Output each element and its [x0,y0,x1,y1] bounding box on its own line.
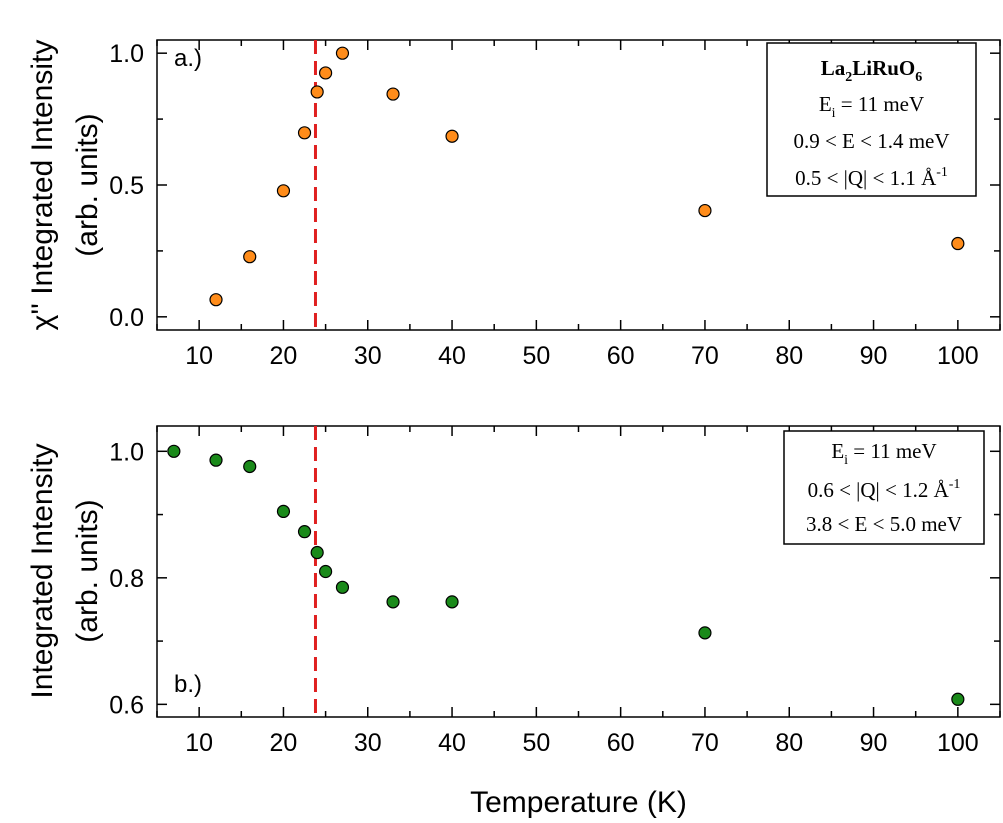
data-point [698,626,712,640]
y-tick-label: 1.0 [109,40,144,68]
panel-b: 10 20 30 40 50 60 70 80 90 100 0.6 0.8 1.0 Integrated… [26,425,1001,819]
y-axis-title: χ'' Integrated Intensity [26,40,59,331]
x-tick-label: 40 [438,729,466,757]
x-tick-label: 100 [937,729,979,757]
legend: La2LiRuO6 Ei = 11 meV 0.9 < E < 1.4 meV 0.5… [766,42,977,197]
data-point [276,184,291,198]
legend-box [766,42,977,197]
legend-incident-energy: Ei = 11 meV [819,92,924,121]
data-point [951,692,965,706]
data-point [386,595,400,609]
data-point [167,444,181,458]
y-axis-title: Integrated Intensity [26,443,59,698]
y-tick-label: 0.5 [109,172,144,200]
legend-ei-subscript: i [844,453,848,468]
x-tick-label: 70 [691,342,719,370]
legend-q-text: 0.6 < |Q| < 1.2 Å [808,478,950,502]
legend-title-part: LiRuO [852,56,915,80]
data-point [445,129,459,143]
legend-q-superscript: -1 [936,165,948,180]
y-tick-label: 1.0 [109,438,144,466]
legend-title: La2LiRuO6 [821,56,923,85]
data-point [209,293,223,307]
x-tick-label: 50 [522,729,550,757]
panel-label: a.) [174,45,202,72]
legend-ei-symbol: E [819,92,832,116]
legend-energy-range: 3.8 < E < 5.0 meV [806,512,962,536]
data-point [310,545,324,560]
y-axis-title-units: (arb. units) [71,113,104,256]
data-point [297,525,312,539]
data-point [209,453,223,467]
x-tick-label: 40 [438,342,466,370]
y-tick-label: 0.8 [109,565,144,593]
data-point [335,46,350,60]
legend-q-range: 0.6 < |Q| < 1.2 Å-1 [808,477,961,502]
x-tick-label: 20 [270,342,298,370]
data-point [445,595,459,609]
data-point [319,66,333,80]
data-point [335,580,350,594]
legend-ei-value: = 11 meV [848,439,937,463]
x-tick-label: 80 [775,342,803,370]
x-tick-label: 60 [607,729,635,757]
legend-box [783,430,985,545]
x-tick-label: 100 [937,342,979,370]
legend-q-text: 0.5 < |Q| < 1.1 Å [795,166,937,190]
x-tick-label: 10 [185,342,213,370]
y-axis-title-units: (arb. units) [71,499,104,642]
legend-title-subscript: 6 [915,70,922,85]
x-tick-label: 30 [354,342,382,370]
x-tick-label: 10 [185,729,213,757]
x-tick-label: 70 [691,729,719,757]
y-tick-label: 0.6 [109,691,144,719]
data-point [698,203,712,218]
data-point [297,126,312,140]
x-tick-label: 90 [860,729,888,757]
data-point [319,564,333,579]
panel-label: b.) [174,671,202,698]
legend-incident-energy: Ei = 11 meV [831,439,936,468]
legend-q-superscript: -1 [949,477,961,492]
panel-a: 10 20 30 40 50 60 70 80 90 100 0.0 0.5 1.0 χ'' Integr… [26,39,1001,370]
data-point [243,250,257,264]
legend-q-range: 0.5 < |Q| < 1.1 Å-1 [795,165,948,190]
legend-energy-range: 0.9 < E < 1.4 meV [793,129,949,153]
x-tick-label: 60 [607,342,635,370]
legend: Ei = 11 meV 0.6 < |Q| < 1.2 Å-1 3.8 < E < … [783,430,985,545]
legend-ei-subscript: i [832,106,836,121]
y-tick-label: 0.0 [109,304,144,332]
data-point [386,87,400,101]
legend-title-part: La [821,56,846,80]
data-point [276,504,291,519]
x-tick-label: 20 [270,729,298,757]
x-tick-label: 80 [775,729,803,757]
x-tick-label: 50 [522,342,550,370]
x-tick-label: 90 [860,342,888,370]
x-axis-title: Temperature (K) [470,786,687,819]
legend-title-subscript: 2 [845,70,852,85]
data-point [243,459,257,474]
legend-ei-symbol: E [831,439,844,463]
x-tick-label: 30 [354,729,382,757]
data-point [951,236,965,251]
data-point [310,85,324,99]
legend-ei-value: = 11 meV [836,92,925,116]
